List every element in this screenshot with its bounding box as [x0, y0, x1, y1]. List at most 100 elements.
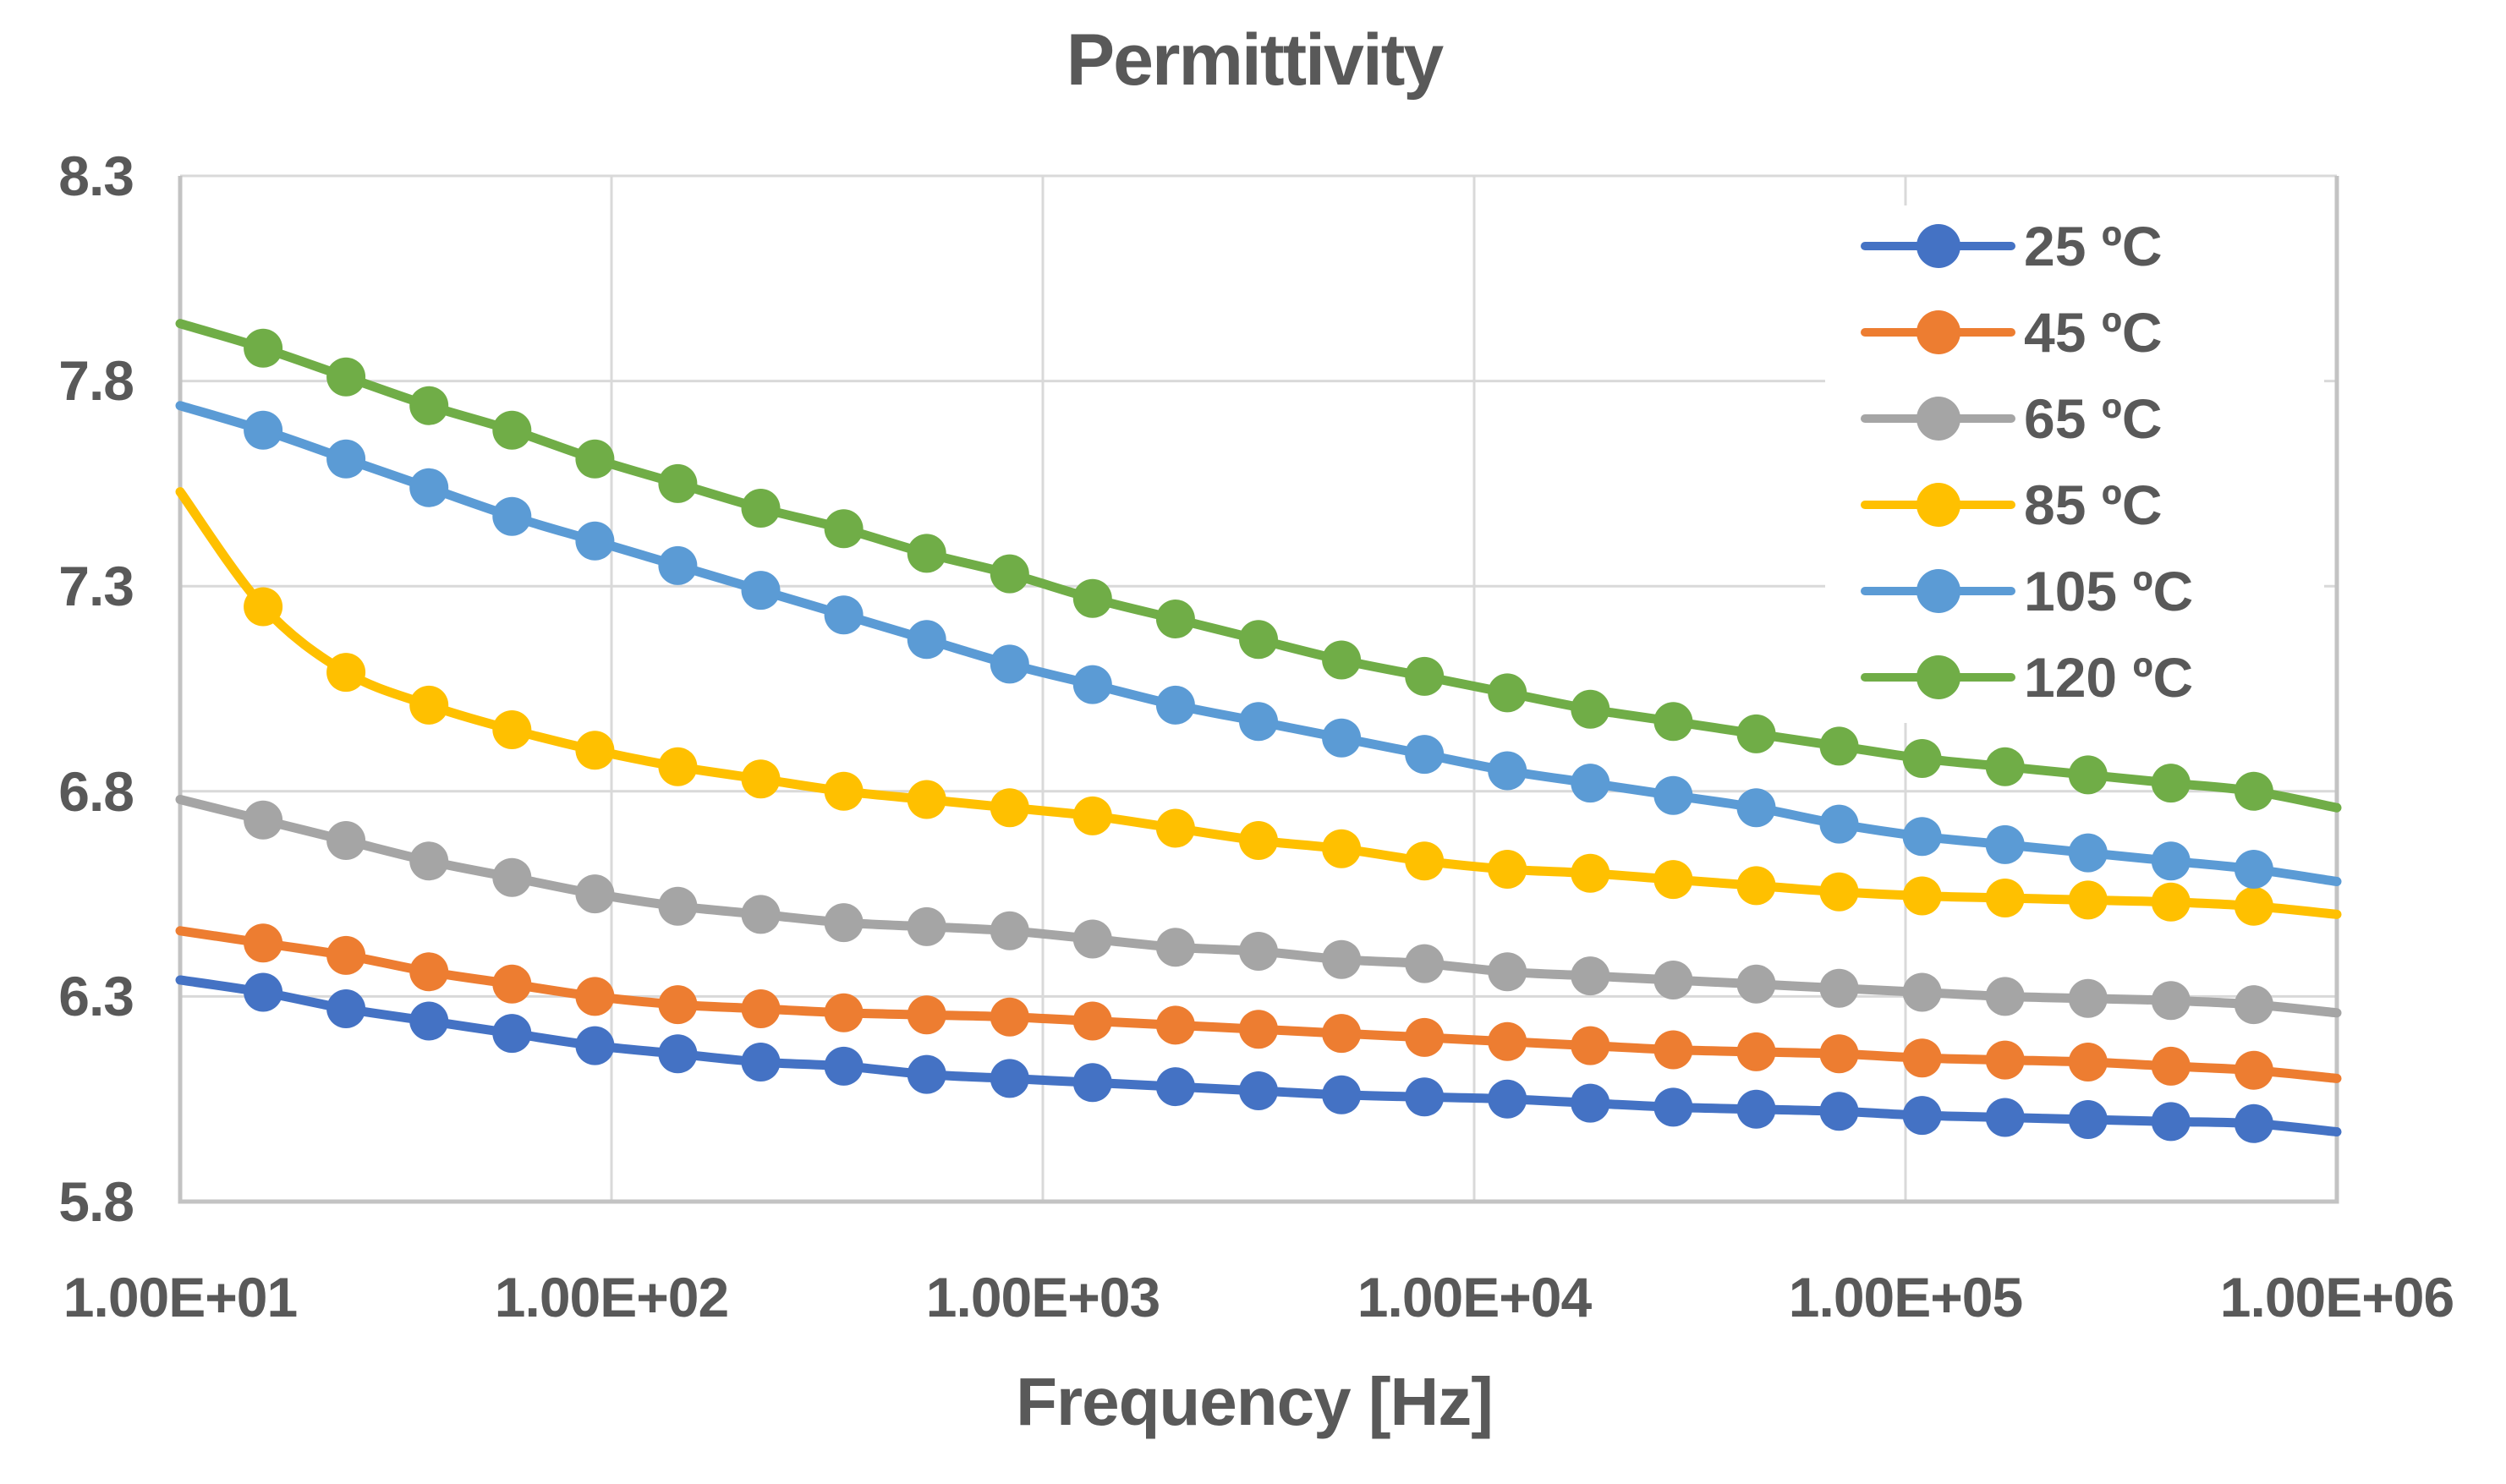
data-point-marker	[492, 857, 532, 897]
data-point-marker	[244, 972, 283, 1012]
x-tick-label: 1.00E+05	[1788, 1266, 2023, 1328]
legend-label-45c: 45 ºC	[2024, 301, 2163, 364]
data-point-marker	[575, 731, 615, 770]
data-point-marker	[1902, 739, 1942, 778]
legend-label-120c: 120 ºC	[2024, 646, 2194, 709]
data-point-marker	[2151, 882, 2191, 922]
data-point-marker	[824, 509, 864, 549]
data-point-marker	[741, 895, 781, 934]
data-point-marker	[575, 977, 615, 1016]
data-point-marker	[2068, 1043, 2108, 1082]
data-point-marker	[575, 521, 615, 561]
chart-title: Permittivity	[1066, 19, 1444, 101]
data-point-marker	[1985, 824, 2025, 864]
data-point-marker	[658, 545, 698, 585]
data-point-marker	[1488, 673, 1527, 713]
data-point-marker	[1902, 972, 1942, 1012]
data-point-marker	[1322, 1014, 1362, 1054]
data-point-marker	[1653, 1087, 1693, 1127]
data-point-marker	[492, 496, 532, 536]
data-point-marker	[492, 410, 532, 450]
y-tick-label: 6.3	[58, 965, 134, 1027]
data-point-marker	[1239, 932, 1278, 971]
data-point-marker	[326, 989, 366, 1028]
data-point-marker	[1902, 1038, 1942, 1078]
data-point-marker	[1155, 808, 1195, 848]
data-point-marker	[1736, 714, 1776, 753]
data-point-marker	[1239, 1071, 1278, 1110]
data-point-marker	[2234, 886, 2273, 926]
data-point-marker	[1736, 788, 1776, 828]
data-point-marker	[990, 554, 1029, 594]
data-point-marker	[1072, 665, 1112, 704]
data-point-marker	[907, 906, 946, 946]
data-point-marker	[824, 993, 864, 1032]
data-point-marker	[1072, 578, 1112, 618]
data-point-marker	[1155, 928, 1195, 967]
legend-label-105c: 105 ºC	[2024, 560, 2194, 622]
data-point-marker	[1902, 1096, 1942, 1136]
legend-label-65c: 65 ºC	[2024, 387, 2163, 450]
data-point-marker	[741, 489, 781, 528]
data-point-marker	[2151, 841, 2191, 881]
data-point-marker	[326, 935, 366, 975]
data-point-marker	[1155, 600, 1195, 638]
data-point-marker	[326, 653, 366, 693]
data-point-marker	[1239, 620, 1278, 660]
data-point-marker	[1985, 1040, 2025, 1080]
legend-swatch-marker	[1917, 483, 1960, 527]
data-point-marker	[1239, 1010, 1278, 1049]
data-point-marker	[990, 644, 1029, 684]
data-point-marker	[2068, 1100, 2108, 1139]
data-point-marker	[2151, 1046, 2191, 1086]
y-tick-label: 6.8	[58, 760, 134, 823]
data-point-marker	[1155, 1005, 1195, 1045]
data-point-marker	[1985, 879, 2025, 917]
legend-box	[1825, 205, 2324, 723]
data-point-marker	[1239, 702, 1278, 742]
data-point-marker	[244, 923, 283, 963]
data-point-marker	[658, 747, 698, 786]
data-point-marker	[2151, 981, 2191, 1021]
data-point-marker	[1322, 829, 1362, 868]
data-point-marker	[658, 1034, 698, 1074]
data-point-marker	[2234, 1103, 2273, 1143]
data-point-marker	[1405, 735, 1445, 775]
data-point-marker	[907, 534, 946, 573]
data-point-marker	[1155, 1067, 1195, 1107]
data-point-marker	[1405, 1077, 1445, 1117]
data-point-marker	[2234, 1050, 2273, 1090]
data-point-marker	[409, 468, 449, 507]
data-point-marker	[1571, 689, 1610, 729]
data-point-marker	[658, 886, 698, 926]
data-point-marker	[575, 874, 615, 914]
data-point-marker	[1239, 821, 1278, 860]
data-point-marker	[1819, 726, 1859, 766]
data-point-marker	[326, 821, 366, 860]
data-point-marker	[658, 463, 698, 503]
data-point-marker	[575, 439, 615, 479]
legend-swatch-marker	[1917, 569, 1960, 613]
data-point-marker	[1322, 939, 1362, 979]
data-point-marker	[1405, 1017, 1445, 1057]
data-point-marker	[409, 841, 449, 881]
data-point-marker	[1653, 961, 1693, 999]
axis-border	[178, 176, 2339, 1204]
data-point-marker	[1571, 853, 1610, 893]
legend-label-25c: 25 ºC	[2024, 215, 2163, 277]
data-point-marker	[1985, 977, 2025, 1016]
data-point-marker	[409, 685, 449, 725]
data-point-marker	[492, 964, 532, 1004]
data-point-marker	[1736, 1089, 1776, 1129]
data-point-marker	[1819, 1092, 1859, 1131]
data-point-marker	[824, 1046, 864, 1086]
data-point-marker	[244, 587, 283, 627]
data-point-marker	[492, 1014, 532, 1054]
data-point-marker	[1819, 968, 1859, 1008]
legend-swatch-marker	[1917, 224, 1960, 268]
data-point-marker	[1072, 1001, 1112, 1041]
x-tick-label: 1.00E+01	[63, 1266, 298, 1328]
data-point-marker	[244, 328, 283, 368]
x-tick-label: 1.00E+02	[494, 1266, 729, 1328]
